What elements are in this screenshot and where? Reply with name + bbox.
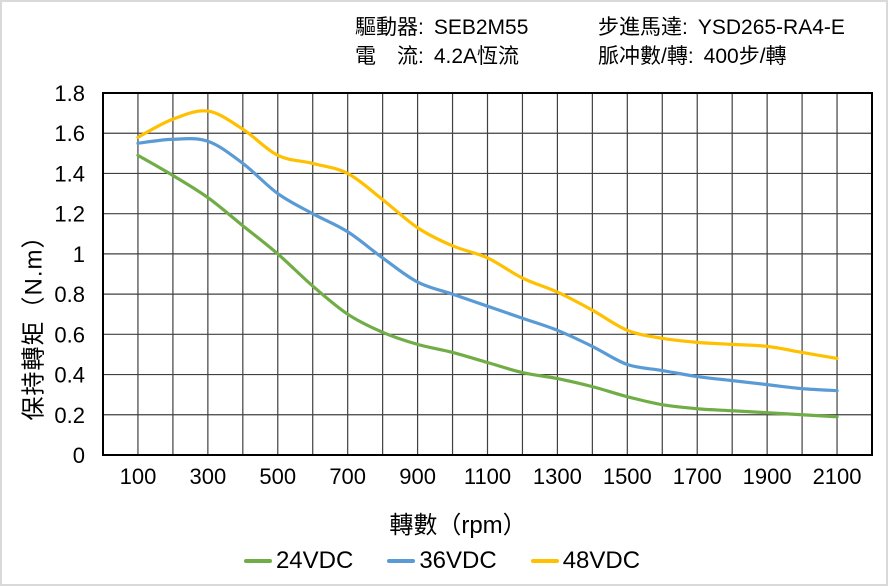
x-axis-title: 轉數（rpm） [389, 512, 527, 539]
y-tick-label: 1.6 [54, 121, 85, 146]
legend-item-48vdc: 48VDC [530, 547, 641, 575]
driver-value: SEB2M55 [433, 16, 529, 39]
series-line-24vdc [136, 153, 839, 419]
current-row: 電 流: 4.2A恆流 [355, 42, 528, 71]
plot-border [102, 92, 873, 456]
legend-label-24vdc: 24VDC [275, 547, 354, 574]
y-tick-label: 1.4 [54, 161, 85, 186]
motor-row: 步進馬達: YSD265-RA4-E [598, 13, 845, 42]
current-value: 4.2A恆流 [433, 45, 520, 68]
x-tick-label: 1300 [533, 464, 582, 489]
y-tick-label: 0.6 [54, 322, 85, 347]
y-tick-label: 0.4 [54, 363, 85, 388]
x-tick-label: 1900 [743, 464, 792, 489]
legend-item-36vdc: 36VDC [387, 547, 497, 575]
motor-label: 步進馬達: [598, 16, 688, 39]
legend: 24VDC 36VDC 48VDC [2, 547, 882, 575]
series-line-48vdc [136, 109, 839, 361]
x-tick-label: 1700 [673, 464, 722, 489]
driver-label: 驅動器: [355, 16, 424, 39]
pulse-value: 400步/轉 [703, 45, 787, 68]
x-tick-label: 100 [120, 464, 157, 489]
x-tick-label: 2100 [813, 464, 862, 489]
y-tick-label: 0 [73, 443, 85, 468]
x-tick-label: 500 [259, 464, 296, 489]
y-tick-label: 0.8 [54, 282, 85, 307]
x-tick-label: 900 [399, 464, 436, 489]
legend-line-36vdc-icon [387, 559, 416, 563]
motor-value: YSD265-RA4-E [697, 16, 845, 39]
y-tick-label: 0.2 [54, 403, 85, 428]
x-tick-label: 300 [190, 464, 227, 489]
series-line-36vdc [136, 137, 839, 393]
pulse-row: 脈冲數/轉: 400步/轉 [598, 42, 845, 71]
x-tick-label: 1100 [464, 464, 511, 489]
legend-label-36vdc: 36VDC [419, 547, 497, 574]
header-right-column: 步進馬達: YSD265-RA4-E 脈冲數/轉: 400步/轉 [598, 13, 845, 71]
y-axis-title: 保持轉矩（N.m） [20, 223, 48, 421]
current-label: 電 流: [355, 45, 424, 68]
y-tick-label: 1.2 [54, 202, 85, 227]
pulse-label: 脈冲數/轉: [598, 45, 694, 68]
header-left-column: 驅動器: SEB2M55 電 流: 4.2A恆流 [355, 13, 528, 71]
y-tick-label: 1.8 [54, 81, 85, 106]
legend-label-48vdc: 48VDC [562, 547, 641, 574]
y-tick-label: 1 [73, 242, 85, 267]
legend-item-24vdc: 24VDC [243, 547, 354, 575]
x-tick-label: 1500 [603, 464, 652, 489]
legend-line-48vdc-icon [530, 559, 559, 563]
driver-row: 驅動器: SEB2M55 [355, 13, 528, 42]
x-tick-label: 700 [329, 464, 366, 489]
legend-line-24vdc-icon [243, 559, 272, 563]
